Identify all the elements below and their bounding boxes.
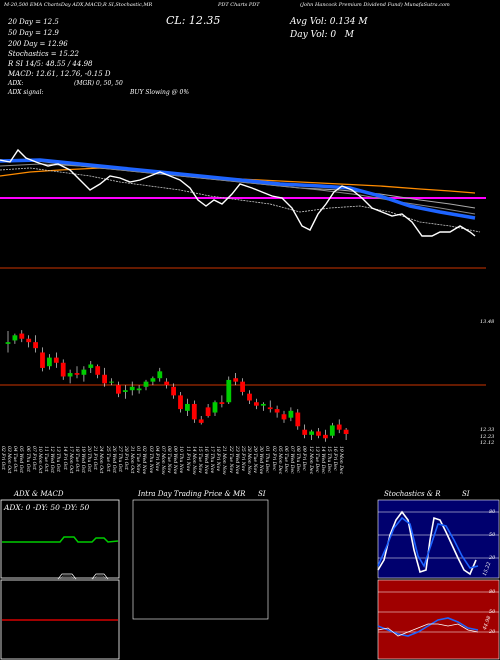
stochastics-panel	[377, 499, 500, 579]
stoch-panel-si: SI	[462, 490, 470, 498]
candle-body	[343, 429, 349, 434]
candle-body	[164, 381, 170, 386]
day-volume: Day Vol: 0 M	[290, 30, 354, 40]
stoch-level-80: 80	[489, 509, 496, 515]
candle-body	[295, 412, 301, 427]
candle-body	[150, 378, 156, 382]
rsi-label: R SI 14/5: 48.55 / 44.98	[8, 60, 93, 68]
candle-body	[336, 424, 342, 430]
white-price-line	[0, 148, 476, 237]
candle-body	[274, 409, 280, 413]
day-volume-unit: M	[344, 30, 354, 40]
candle-body	[53, 357, 59, 363]
top-strip: M-20,500 EMA ChartsDay ADX,MACD,R SI,Sto…	[4, 2, 153, 8]
candle-body	[81, 369, 87, 375]
candle-body	[116, 385, 121, 394]
price-axis-low3: 12.33	[480, 427, 495, 433]
candle-body	[157, 371, 163, 379]
buy-label: BUY Slowing @ 0%	[130, 89, 190, 96]
stoch-level-50: 50	[489, 532, 496, 538]
candle-body	[302, 429, 308, 435]
candle-body	[281, 414, 287, 420]
adx-panel	[0, 499, 120, 579]
price-axis-low2: 12.23	[480, 434, 495, 440]
candle-body	[198, 419, 204, 423]
candle-body	[205, 407, 211, 416]
rsi-line-1	[377, 617, 479, 637]
candle-body	[33, 342, 38, 349]
candle-body	[267, 407, 273, 410]
candle-body	[88, 364, 94, 368]
candle-body	[67, 373, 73, 377]
candle-body	[143, 381, 149, 387]
candle-body	[185, 403, 190, 411]
blue-ma-line	[0, 158, 476, 220]
price-axis-low1: 12.12	[480, 440, 495, 446]
candle-body	[329, 425, 335, 436]
adx-box-label: ADX: 0 -DY: 50 -DY: 50	[4, 503, 90, 512]
candle-body	[12, 335, 18, 341]
intra-panel-si: SI	[258, 490, 266, 498]
stoch-panel-title: Stochastics & R	[384, 490, 441, 498]
intra-day-panel	[132, 499, 269, 620]
candle-body	[226, 379, 232, 403]
stoch-level-20: 20	[489, 555, 496, 561]
candle-body	[178, 395, 183, 410]
adx-signal-label: ADX signal:	[8, 89, 44, 96]
candle-body	[233, 378, 239, 382]
ma50-label: 50 Day = 12.9	[8, 29, 59, 37]
rsi-level-20: 20	[489, 629, 496, 635]
rsi-level-50: 50	[489, 609, 496, 615]
candle-body	[260, 403, 266, 406]
candle-body	[60, 362, 66, 377]
candle-body	[247, 393, 252, 401]
macd-bumps-2	[59, 575, 107, 580]
candle-body	[171, 386, 176, 396]
ma20-label: 20 Day = 12.5	[8, 18, 59, 26]
candle-body	[95, 366, 101, 375]
candle-body	[5, 342, 11, 344]
stoch-d-line	[377, 516, 479, 569]
candle-body	[19, 333, 25, 339]
candle-body	[102, 374, 107, 384]
close-price: CL: 12.35	[166, 14, 221, 27]
fund-name: (John Hancock Premium Dividend Fund) Mun…	[300, 2, 450, 8]
candle-body	[74, 373, 80, 375]
candle-body	[323, 434, 328, 439]
avg-volume: Avg Vol: 0.134 M	[290, 17, 368, 27]
candle-body	[191, 403, 197, 420]
candle-body	[129, 386, 135, 391]
chart-title: PDT Charts PDT	[218, 2, 260, 8]
price-axis-top: 13.48	[480, 319, 495, 325]
day-volume-value: Day Vol: 0	[290, 30, 337, 40]
macd-label: MACD: 12.61, 12.76, -0.15 D	[8, 70, 111, 78]
candle-body	[122, 390, 128, 392]
candle-body	[47, 357, 52, 367]
rsi-level-80: 80	[489, 589, 496, 595]
candle-body	[240, 381, 245, 392]
candle-body	[26, 338, 32, 343]
candle-body	[254, 402, 259, 406]
candle-body	[212, 402, 218, 413]
rsi-line-2	[377, 623, 479, 637]
candle-body	[219, 402, 225, 404]
candle-body	[288, 410, 294, 418]
intra-panel-title: Intra Day Trading Price & MR	[138, 490, 246, 498]
stoch-label: Stochastics = 15.22	[8, 50, 79, 58]
candle-body	[309, 431, 314, 435]
ma200-label: 200 Day = 12.96	[8, 40, 68, 48]
macd-bumps	[57, 573, 109, 580]
candle-body	[136, 388, 142, 391]
white-ma-line	[0, 167, 481, 233]
candle-body	[109, 381, 114, 383]
adx-label: ADX:	[8, 80, 24, 87]
mrsi-label: (MGR) 0, 50, 50	[74, 80, 123, 87]
adx-panel-title: ADX & MACD	[14, 490, 64, 498]
candle-body	[40, 352, 45, 368]
candle-group	[5, 330, 349, 442]
adx-line	[2, 536, 119, 543]
candle-body	[316, 431, 321, 436]
